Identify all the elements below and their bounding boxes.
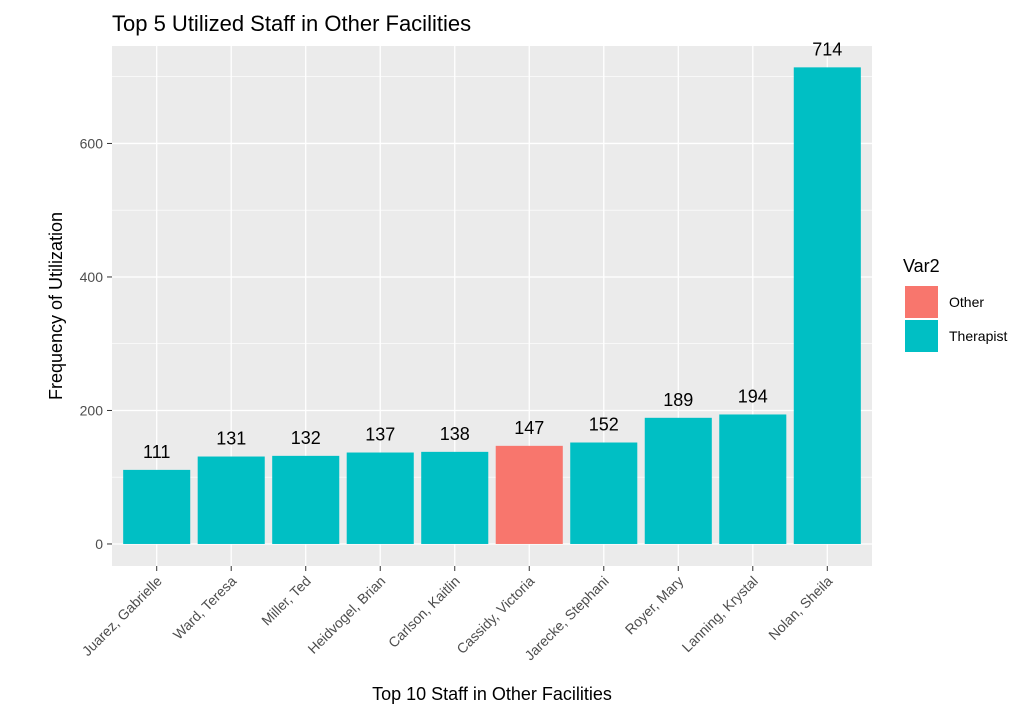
bar [123, 469, 191, 544]
bar [421, 451, 489, 544]
y-axis: 0 200 400 600 [80, 135, 112, 552]
bars [123, 67, 861, 544]
data-label: 194 [738, 386, 768, 406]
bar [570, 442, 638, 544]
x-tick-label: Miller, Ted [258, 573, 314, 629]
bar [346, 452, 414, 544]
data-label: 137 [365, 425, 395, 445]
x-tick-label: Ward, Teresa [170, 573, 240, 643]
bar [644, 417, 712, 544]
data-label: 714 [812, 39, 842, 59]
legend-swatch [905, 320, 938, 352]
legend: Var2 Other Therapist [903, 256, 1007, 352]
data-label: 132 [291, 428, 321, 448]
data-label: 131 [216, 429, 246, 449]
data-label: 189 [663, 390, 693, 410]
y-tick-label: 400 [80, 269, 104, 285]
x-tick-label: Nolan, Sheila [765, 573, 835, 643]
bar [793, 67, 861, 544]
x-axis: Juarez, Gabrielle Ward, Teresa Miller, Ted… [79, 566, 836, 663]
x-tick-label: Cassidy, Victoria [453, 573, 537, 657]
data-label: 147 [514, 418, 544, 438]
y-axis-title: Frequency of Utilization [46, 212, 66, 400]
data-labels: 111 131 132 137 138 147 152 189 194 714 [143, 39, 842, 462]
legend-label: Therapist [949, 328, 1007, 344]
legend-swatch [905, 286, 938, 318]
legend-title: Var2 [903, 256, 940, 276]
data-label: 111 [143, 442, 170, 462]
bar [495, 445, 563, 544]
y-tick-label: 600 [80, 135, 104, 151]
x-tick-label: Lanning, Krystal [679, 573, 761, 655]
x-axis-title: Top 10 Staff in Other Facilities [372, 684, 612, 704]
bar [719, 414, 787, 544]
data-label: 152 [589, 415, 619, 435]
data-label: 138 [440, 424, 470, 444]
y-tick-label: 0 [95, 536, 103, 552]
bar [272, 455, 340, 544]
x-tick-label: Juarez, Gabrielle [79, 573, 165, 659]
x-tick-label: Heidvogel, Brian [304, 573, 388, 657]
legend-label: Other [949, 294, 984, 310]
bar [197, 456, 265, 544]
y-tick-label: 200 [80, 402, 104, 418]
x-tick-label: Carlson, Kaitlin [385, 573, 463, 651]
x-tick-label: Royer, Mary [622, 573, 687, 638]
chart-title: Top 5 Utilized Staff in Other Facilities [112, 11, 471, 36]
